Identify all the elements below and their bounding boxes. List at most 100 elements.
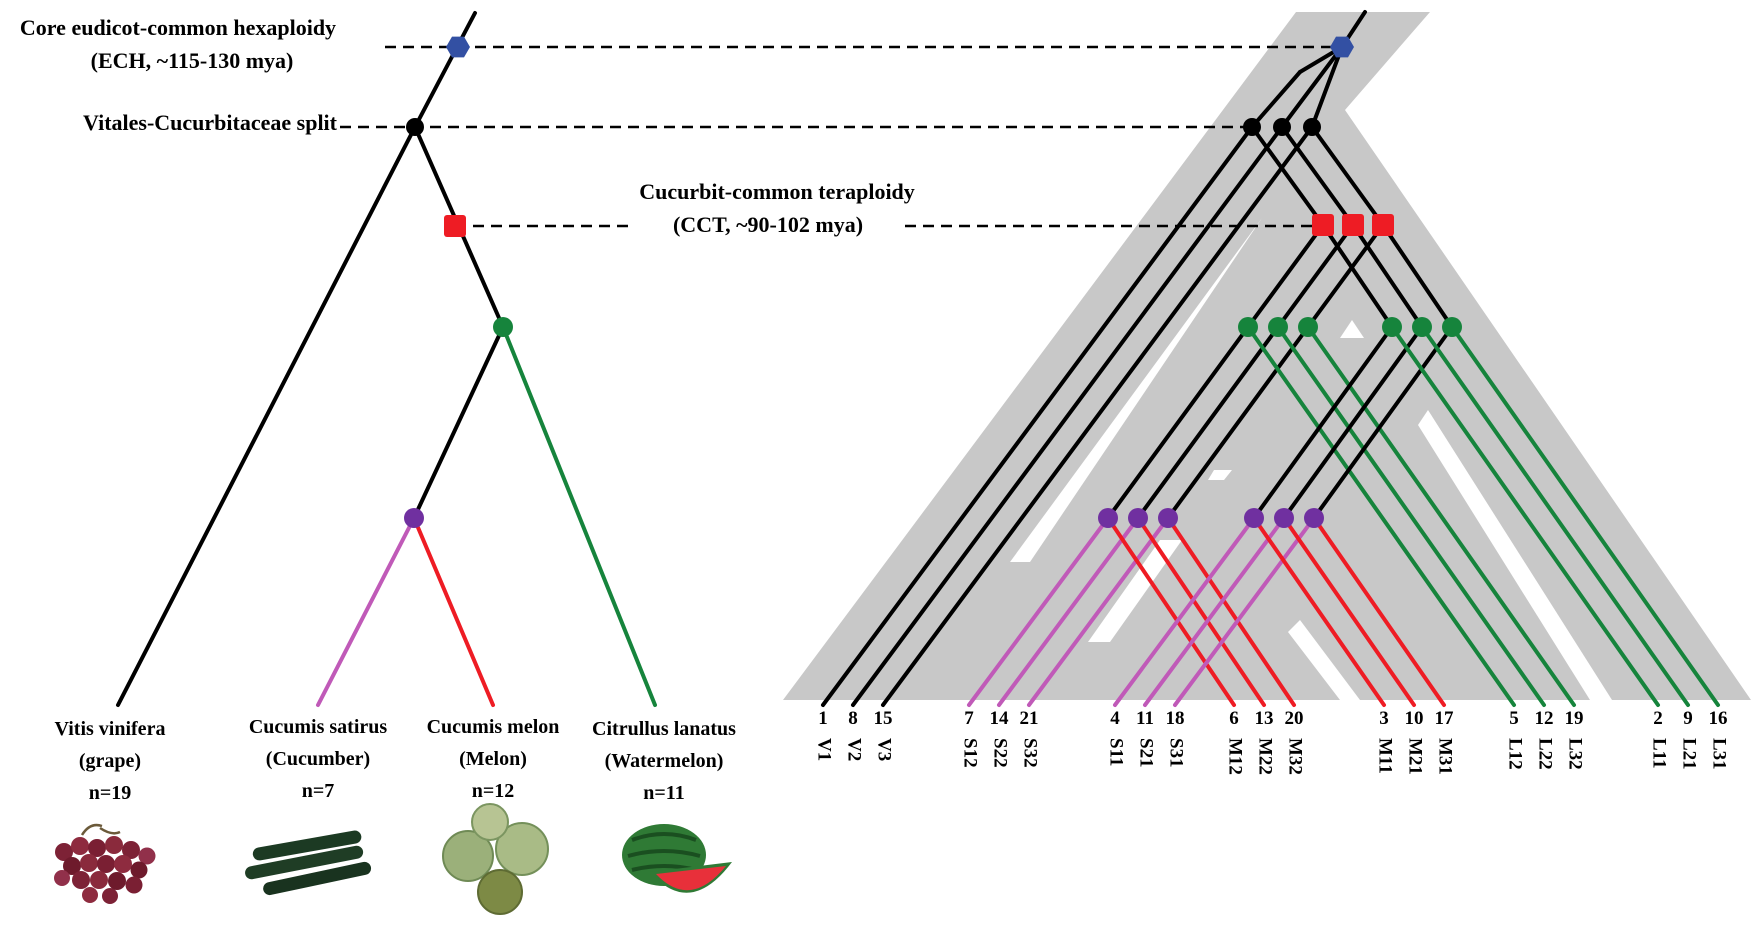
rt-cct1-right [1321,223,1394,329]
chrom-label: S21 [1136,738,1157,768]
chrom-label: V1 [814,738,835,761]
grape [114,855,132,873]
chrom-label: S12 [960,738,981,768]
rt-green-marker-2 [1268,317,1288,337]
species-name: Vitis vinifera [55,718,166,740]
rt-line-v1 [821,125,1254,707]
watermelon-divergence-marker [493,317,513,337]
tree-root-branch [413,11,477,129]
grape [102,888,118,904]
shade-gap-3 [1208,470,1232,480]
rt-green-marker-1 [1238,317,1258,337]
rt-ech-hexagon-marker [1330,36,1354,58]
split-label: Vitales-Cucurbitaceae split [83,110,338,135]
rt-green-marker-5 [1412,317,1432,337]
chrom-number: 5 [1509,708,1519,729]
rt-pr3-magenta [1173,516,1316,707]
rt-purple-marker-6 [1304,508,1324,528]
chrom-number: 20 [1285,708,1304,729]
rt-gl2-green [1276,325,1546,707]
chromosome-numbers: 1 8 15 7 14 21 4 11 18 6 13 20 3 10 17 5… [818,708,1727,729]
grape [138,847,156,865]
rt-pr2-magenta [1143,516,1286,707]
chrom-number: 2 [1653,708,1663,729]
melon [471,803,509,841]
rt-purple-marker-3 [1158,508,1178,528]
grape [71,837,89,855]
cct-label-line1: Cucurbit-common teraploidy [639,179,915,204]
species-chromosome-count: n=19 [89,782,132,804]
cucumber [245,845,364,880]
rt-purple-marker-2 [1128,508,1148,528]
ech-label-line1: Core eudicot-common hexaploidy [20,15,336,40]
grape [97,855,115,873]
watermelon-branch [501,325,657,707]
chrom-number: 3 [1379,708,1389,729]
rt-pl2-red [1136,516,1266,707]
rt-gr1-green [1390,325,1660,707]
rt-gr2-green [1420,325,1690,707]
cucumber-branch [316,516,416,707]
rt-pr1-red [1252,516,1386,707]
rt-ech-to-c [1310,45,1344,129]
chrom-number: 19 [1565,708,1584,729]
rt-green-marker-6 [1442,317,1462,337]
species-common-name: (Watermelon) [605,750,724,772]
chrom-label: V2 [844,738,865,761]
rt-purple-marker-5 [1274,508,1294,528]
grape [72,871,90,889]
chrom-label: S22 [990,738,1011,768]
chrom-label: M12 [1225,738,1246,775]
rt-gl3-green [1306,325,1576,707]
rt-cct-marker-3 [1372,214,1394,236]
shade-gap-6 [1288,620,1360,700]
rt-pr3-red [1312,516,1446,707]
cucumber-image [245,830,372,896]
rt-cct2-left [1276,223,1355,329]
shade-gap-1 [1010,218,1262,562]
event-labels: Core eudicot-common hexaploidy (ECH, ~11… [20,15,915,237]
chrom-label: M21 [1405,738,1426,775]
rt-line-v2 [851,125,1284,707]
shade-gap-4 [1418,410,1612,700]
grape [130,861,148,879]
rt-purple-marker-4 [1244,508,1264,528]
chrom-number: 13 [1255,708,1274,729]
cucumber [263,861,372,896]
cucumber [252,830,362,861]
grape [82,887,98,903]
rt-gl1-green [1246,325,1516,707]
chrom-label: S31 [1166,738,1187,768]
grape [80,854,98,872]
species-labels: Vitis vinifera (grape) n=19 Cucumis sati… [55,716,737,804]
grape [105,836,123,854]
rt-pl1-magenta [967,516,1110,707]
rt-cct3-left [1306,223,1385,329]
rt-c-to-cct [1310,125,1385,227]
chrom-number: 12 [1535,708,1554,729]
rt-pl2-magenta [997,516,1140,707]
grape [125,876,143,894]
rt-cct-marker-1 [1312,214,1334,236]
rt-cct1-left [1246,223,1325,329]
right-tree-markers [1098,36,1462,528]
rt-ech-to-b [1280,45,1344,129]
species-name: Cucumis satirus [249,716,388,738]
grape [54,870,70,886]
rt-split-marker-1 [1243,118,1261,136]
species-chromosome-count: n=7 [302,780,335,802]
rt-pl3-magenta [1027,516,1170,707]
rt-gl3-black [1166,325,1310,520]
rt-cct2-right [1351,223,1424,329]
grape-stem [80,823,121,836]
species-common-name: (Cucumber) [266,748,370,770]
split-node-marker [406,118,424,136]
chrom-label: L11 [1649,738,1670,769]
species-chromosome-count: n=12 [472,780,515,802]
chrom-label: L12 [1505,738,1526,770]
rt-pr2-red [1282,516,1416,707]
rt-split-marker-2 [1273,118,1291,136]
melon [477,869,523,915]
melon [495,822,549,876]
chrom-number: 8 [848,708,858,729]
